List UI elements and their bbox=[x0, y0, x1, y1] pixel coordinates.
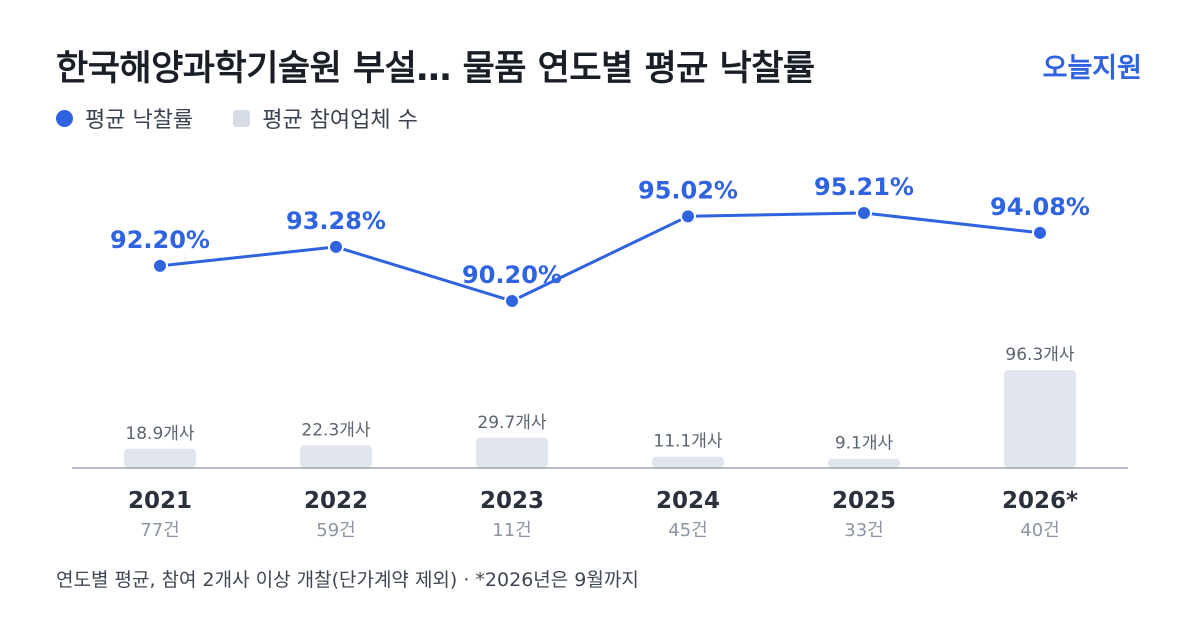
bar-participants bbox=[828, 458, 900, 468]
chart-legend: 평균 낙찰률 평균 참여업체 수 bbox=[56, 102, 458, 134]
count-label: 45건 bbox=[668, 520, 707, 541]
bar-participants bbox=[476, 437, 548, 468]
legend-item-bidders: 평균 참여업체 수 bbox=[233, 102, 418, 134]
legend-square-icon bbox=[233, 109, 251, 127]
bar-value-label: 22.3개사 bbox=[301, 420, 370, 440]
bar-value-label: 18.9개사 bbox=[125, 424, 194, 444]
rate-value-label: 92.20% bbox=[110, 226, 210, 254]
rate-point bbox=[504, 293, 520, 309]
legend-item-rate: 평균 낙찰률 bbox=[56, 102, 193, 134]
chart-footnote: 연도별 평균, 참여 2개사 이상 개찰(단가계약 제외) · *2026년은 … bbox=[56, 569, 639, 591]
legend-dot-icon bbox=[56, 109, 73, 127]
rate-point bbox=[328, 238, 344, 255]
bar-value-label: 29.7개사 bbox=[477, 413, 546, 433]
bar-participants bbox=[124, 448, 196, 468]
x-tick-label: 2025 bbox=[832, 488, 896, 514]
bar-participants bbox=[652, 456, 724, 468]
count-label: 11건 bbox=[492, 520, 531, 541]
rate-point bbox=[680, 208, 696, 225]
count-label: 77건 bbox=[140, 520, 179, 541]
chart-title: 한국해양과학기술원 부설… 물품 연도별 평균 낙찰률 bbox=[56, 49, 815, 89]
rate-value-label: 93.28% bbox=[286, 207, 386, 235]
count-label: 59건 bbox=[316, 520, 355, 541]
rate-point bbox=[1032, 224, 1048, 241]
bar-participants bbox=[300, 445, 372, 468]
bar-participants bbox=[1004, 370, 1076, 468]
x-tick-label: 2026* bbox=[1002, 488, 1078, 514]
bar-value-label: 96.3개사 bbox=[1005, 345, 1074, 365]
rate-value-label: 95.02% bbox=[638, 176, 738, 204]
count-label: 40건 bbox=[1020, 520, 1059, 541]
x-tick-label: 2023 bbox=[480, 488, 544, 514]
rate-line bbox=[159, 211, 1041, 303]
rate-value-label: 94.08% bbox=[990, 193, 1090, 221]
legend-label-bidders: 평균 참여업체 수 bbox=[262, 108, 418, 133]
bar-value-label: 11.1개사 bbox=[653, 432, 722, 452]
x-tick-label: 2024 bbox=[656, 488, 720, 514]
rate-point bbox=[152, 257, 168, 274]
rate-point bbox=[856, 205, 872, 221]
brand-logo[interactable]: 오늘지원 bbox=[1042, 53, 1142, 84]
bar-value-label: 9.1개사 bbox=[835, 434, 894, 454]
legend-label-rate: 평균 낙찰률 bbox=[85, 108, 194, 133]
count-label: 33건 bbox=[844, 520, 883, 541]
x-tick-label: 2022 bbox=[304, 488, 368, 514]
rate-value-label: 90.20% bbox=[462, 261, 562, 289]
rate-value-label: 95.21% bbox=[814, 173, 914, 201]
x-tick-label: 2021 bbox=[128, 488, 192, 514]
